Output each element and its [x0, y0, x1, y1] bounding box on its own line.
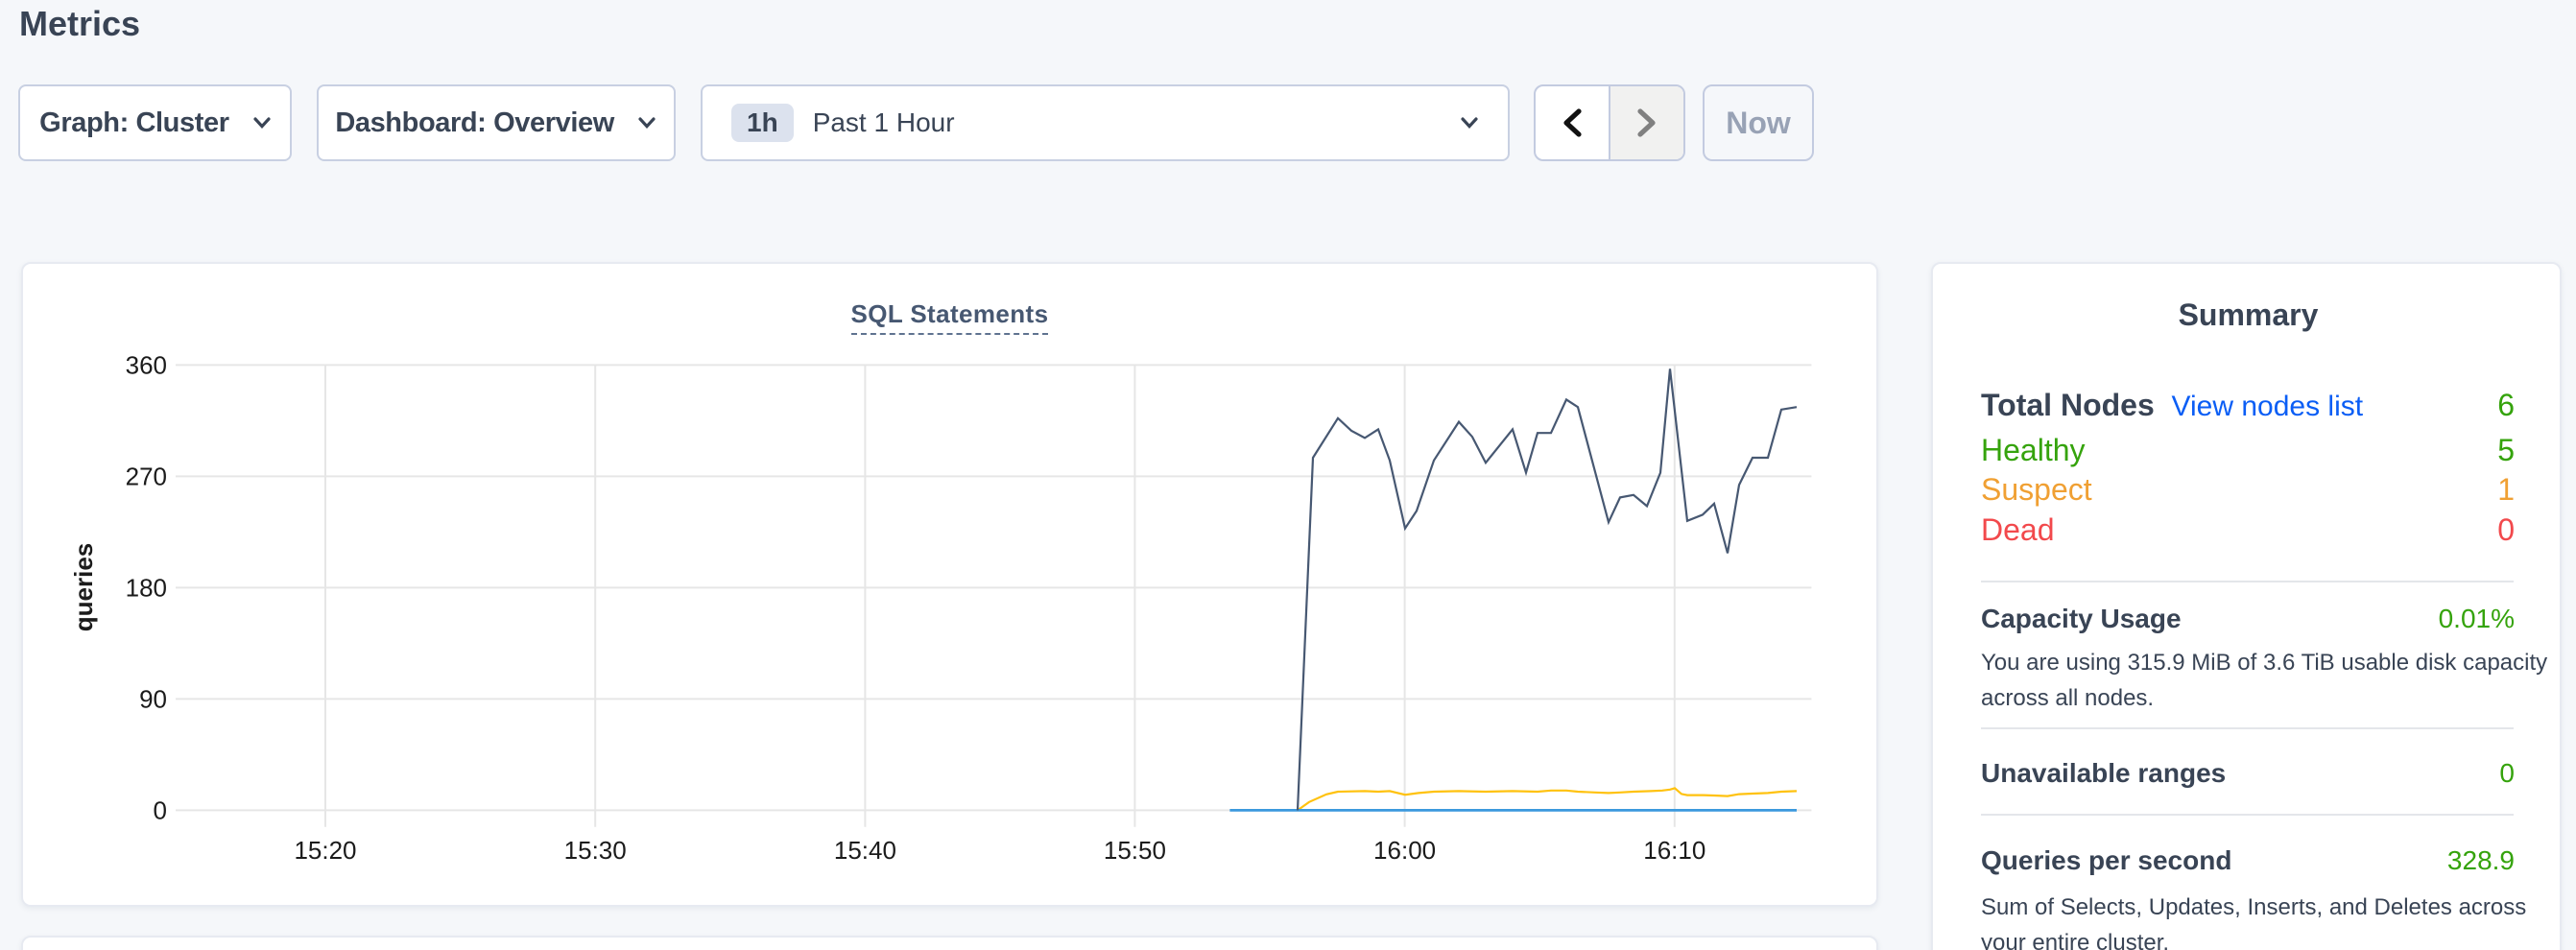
svg-text:180: 180	[126, 573, 167, 602]
svg-text:270: 270	[126, 462, 167, 490]
svg-text:16:00: 16:00	[1373, 836, 1436, 865]
svg-text:15:30: 15:30	[564, 836, 627, 865]
svg-text:15:50: 15:50	[1104, 836, 1166, 865]
svg-text:0: 0	[154, 796, 167, 824]
svg-text:360: 360	[126, 350, 167, 379]
svg-text:15:40: 15:40	[834, 836, 896, 865]
svg-text:90: 90	[139, 684, 167, 713]
svg-text:16:10: 16:10	[1643, 836, 1705, 865]
svg-text:queries: queries	[69, 543, 98, 632]
svg-text:15:20: 15:20	[294, 836, 356, 865]
